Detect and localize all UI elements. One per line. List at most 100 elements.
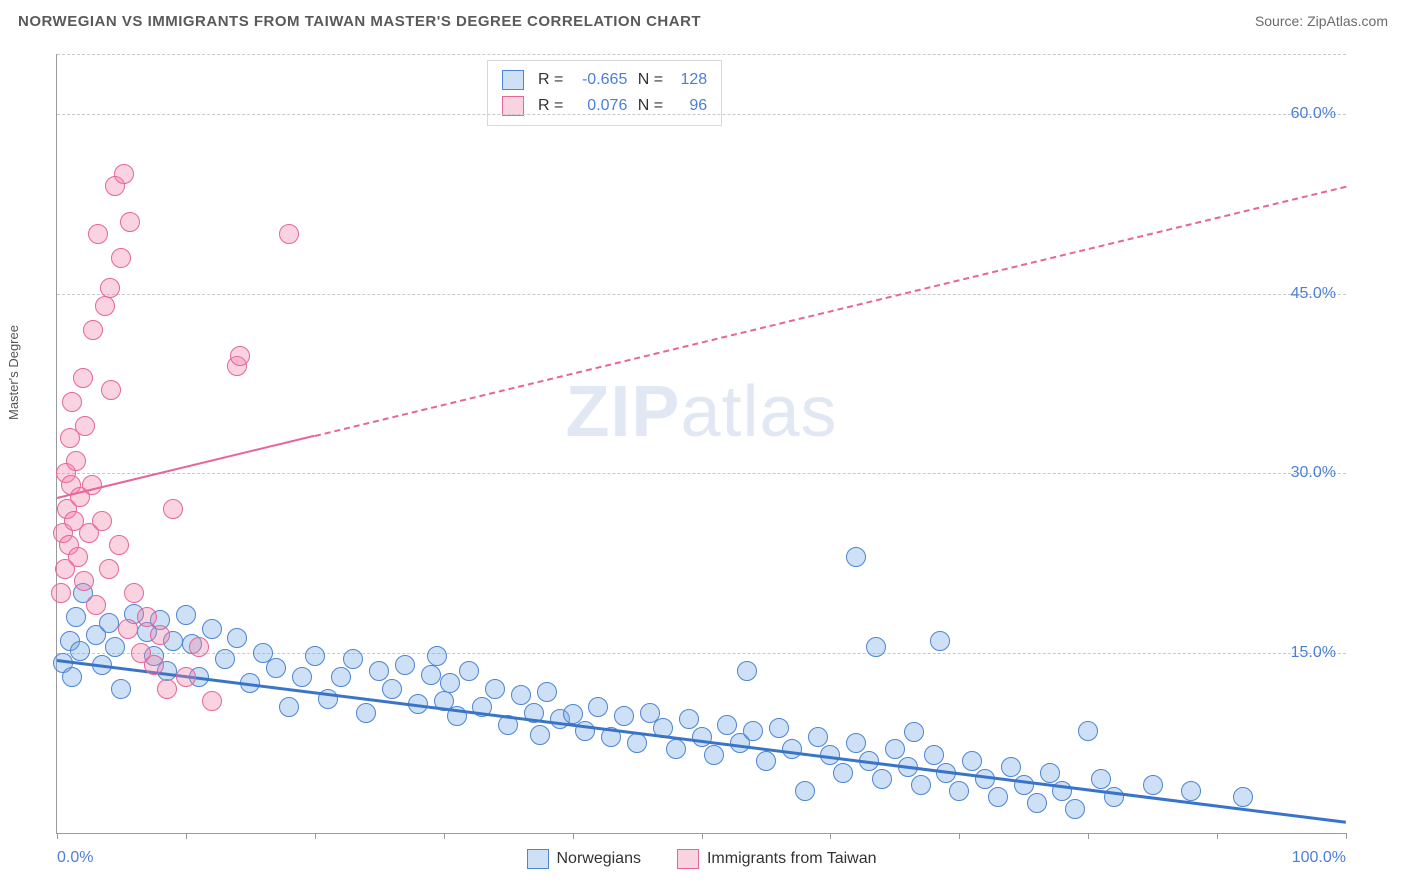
x-tick xyxy=(1217,833,1218,839)
data-point xyxy=(395,655,415,675)
data-point xyxy=(1078,721,1098,741)
data-point xyxy=(808,727,828,747)
y-tick-label: 30.0% xyxy=(1291,464,1336,482)
x-tick xyxy=(702,833,703,839)
x-tick xyxy=(1346,833,1347,839)
data-point xyxy=(111,248,131,268)
data-point xyxy=(305,646,325,666)
gridline xyxy=(57,54,1346,55)
data-point xyxy=(1091,769,1111,789)
data-point xyxy=(885,739,905,759)
correlation-scatter-chart: ZIPatlas R = -0.665 N = 128 R = 0.076 N … xyxy=(56,54,1346,834)
data-point xyxy=(100,278,120,298)
data-point xyxy=(99,559,119,579)
stats-legend-box: R = -0.665 N = 128 R = 0.076 N = 96 xyxy=(487,60,722,126)
r-value-norwegians: -0.665 xyxy=(569,71,627,89)
data-point xyxy=(292,667,312,687)
data-point xyxy=(666,739,686,759)
data-point xyxy=(144,655,164,675)
legend-item-norwegians: Norwegians xyxy=(526,849,640,869)
data-point xyxy=(717,715,737,735)
data-point xyxy=(95,296,115,316)
watermark: ZIPatlas xyxy=(565,371,837,453)
data-point xyxy=(88,224,108,244)
swatch-norwegians xyxy=(502,70,524,90)
data-point xyxy=(962,751,982,771)
x-tick xyxy=(444,833,445,839)
data-point xyxy=(369,661,389,681)
gridline xyxy=(57,114,1346,115)
data-point xyxy=(382,679,402,699)
data-point xyxy=(111,679,131,699)
data-point xyxy=(930,631,950,651)
chart-title: NORWEGIAN VS IMMIGRANTS FROM TAIWAN MAST… xyxy=(18,13,701,30)
header-bar: NORWEGIAN VS IMMIGRANTS FROM TAIWAN MAST… xyxy=(0,0,1406,42)
series-legend: Norwegians Immigrants from Taiwan xyxy=(526,849,876,869)
y-tick-label: 45.0% xyxy=(1291,285,1336,303)
data-point xyxy=(176,605,196,625)
data-point xyxy=(769,718,789,738)
data-point xyxy=(795,781,815,801)
gridline xyxy=(57,653,1346,654)
stats-row-taiwan: R = 0.076 N = 96 xyxy=(502,93,707,119)
chart-source: Source: ZipAtlas.com xyxy=(1255,13,1388,29)
legend-item-taiwan: Immigrants from Taiwan xyxy=(677,849,877,869)
data-point xyxy=(485,679,505,699)
data-point xyxy=(74,571,94,591)
watermark-rest: atlas xyxy=(680,372,837,452)
data-point xyxy=(70,641,90,661)
data-point xyxy=(202,691,222,711)
data-point xyxy=(176,667,196,687)
data-point xyxy=(427,646,447,666)
data-point xyxy=(215,649,235,669)
data-point xyxy=(120,212,140,232)
data-point xyxy=(356,703,376,723)
data-point xyxy=(163,499,183,519)
legend-label-norwegians: Norwegians xyxy=(556,850,640,868)
data-point xyxy=(51,583,71,603)
data-point xyxy=(563,704,583,724)
data-point xyxy=(75,416,95,436)
data-point xyxy=(92,511,112,531)
x-tick xyxy=(186,833,187,839)
data-point xyxy=(588,697,608,717)
x-tick xyxy=(1088,833,1089,839)
data-point xyxy=(279,697,299,717)
data-point xyxy=(614,706,634,726)
data-point xyxy=(68,547,88,567)
data-point xyxy=(1233,787,1253,807)
legend-swatch-norwegians xyxy=(526,849,548,869)
data-point xyxy=(73,368,93,388)
legend-label-taiwan: Immigrants from Taiwan xyxy=(707,850,877,868)
data-point xyxy=(459,661,479,681)
data-point xyxy=(782,739,802,759)
y-tick-label: 60.0% xyxy=(1291,105,1336,123)
x-tick xyxy=(315,833,316,839)
data-point xyxy=(911,775,931,795)
data-point xyxy=(279,224,299,244)
data-point xyxy=(157,679,177,699)
data-point xyxy=(66,607,86,627)
data-point xyxy=(331,667,351,687)
data-point xyxy=(124,583,144,603)
data-point xyxy=(440,673,460,693)
regression-line xyxy=(57,659,1346,824)
x-tick xyxy=(573,833,574,839)
x-tick xyxy=(830,833,831,839)
gridline xyxy=(57,473,1346,474)
data-point xyxy=(66,451,86,471)
x-tick xyxy=(959,833,960,839)
data-point xyxy=(924,745,944,765)
data-point xyxy=(846,733,866,753)
x-axis-max-label: 100.0% xyxy=(1292,849,1346,867)
x-tick xyxy=(57,833,58,839)
data-point xyxy=(343,649,363,669)
data-point xyxy=(1001,757,1021,777)
data-point xyxy=(627,733,647,753)
data-point xyxy=(118,619,138,639)
n-value-taiwan: 96 xyxy=(669,97,707,115)
watermark-bold: ZIP xyxy=(565,372,680,452)
data-point xyxy=(537,682,557,702)
data-point xyxy=(679,709,699,729)
data-point xyxy=(230,346,250,366)
